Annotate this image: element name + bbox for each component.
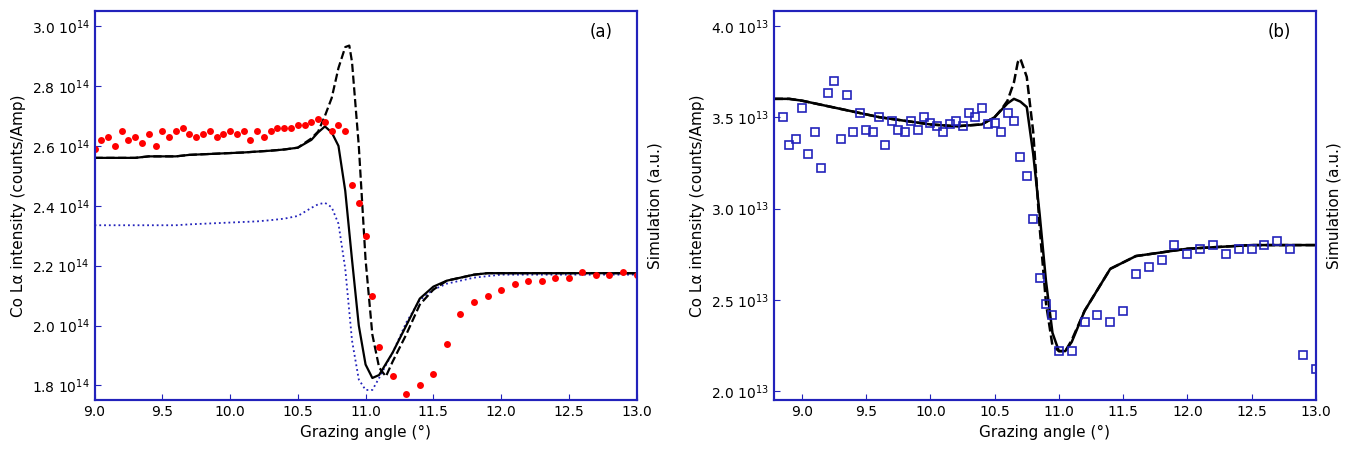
Y-axis label: Co Lα intensity (counts/Amp): Co Lα intensity (counts/Amp) [690,95,705,317]
Y-axis label: Simulation (a.u.): Simulation (a.u.) [1327,143,1342,269]
X-axis label: Grazing angle (°): Grazing angle (°) [980,425,1111,440]
Y-axis label: Simulation (a.u.): Simulation (a.u.) [648,143,663,269]
Text: (b): (b) [1268,23,1291,41]
Text: (a): (a) [589,23,612,41]
Y-axis label: Co Lα intensity (counts/Amp): Co Lα intensity (counts/Amp) [11,95,26,317]
X-axis label: Grazing angle (°): Grazing angle (°) [300,425,432,440]
